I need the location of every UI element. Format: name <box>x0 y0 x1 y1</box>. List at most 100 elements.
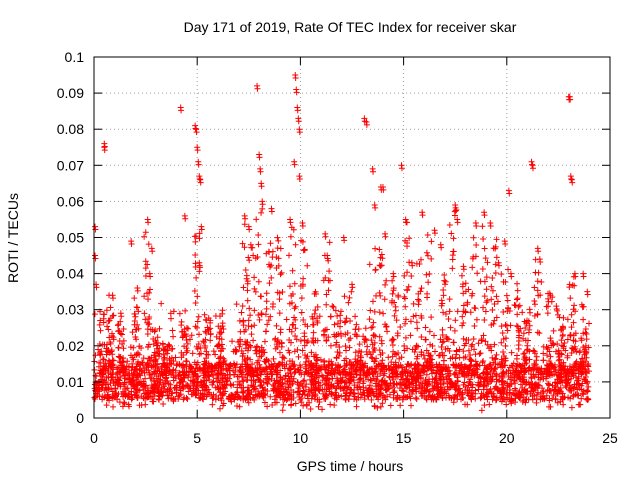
data-point <box>469 381 476 388</box>
data-point <box>201 370 208 377</box>
data-point <box>394 371 401 378</box>
data-point <box>379 357 386 364</box>
data-point <box>571 302 578 309</box>
data-point <box>508 273 515 280</box>
data-point <box>271 377 278 384</box>
data-point <box>227 361 234 368</box>
data-point <box>290 321 297 328</box>
data-point <box>460 335 467 342</box>
data-point <box>188 332 195 339</box>
data-point <box>386 383 393 390</box>
data-point <box>398 382 405 389</box>
data-point <box>383 323 390 330</box>
data-point <box>570 392 577 399</box>
data-point <box>103 402 110 409</box>
data-point <box>266 375 273 382</box>
data-point <box>173 384 180 391</box>
data-point <box>515 345 522 352</box>
data-point <box>381 296 388 303</box>
y-tick-label: 0.06 <box>57 193 84 209</box>
data-point <box>345 377 352 384</box>
data-point <box>149 395 156 402</box>
data-point <box>517 381 524 388</box>
data-point <box>378 365 385 372</box>
data-point <box>582 350 589 357</box>
data-point <box>176 379 183 386</box>
data-point <box>156 325 163 332</box>
data-point <box>92 387 99 394</box>
data-point <box>490 320 497 327</box>
data-point <box>119 403 126 410</box>
data-point <box>358 349 365 355</box>
data-point <box>124 385 131 392</box>
data-point <box>220 361 227 368</box>
data-point <box>288 401 295 408</box>
data-point <box>413 343 420 350</box>
data-point <box>197 394 204 401</box>
data-point <box>402 394 409 401</box>
data-point <box>554 399 561 406</box>
data-point <box>161 383 168 390</box>
data-point <box>186 336 193 343</box>
data-point <box>525 329 532 336</box>
data-point <box>440 292 447 299</box>
data-point <box>289 267 296 274</box>
data-point <box>367 376 374 383</box>
data-point <box>124 376 131 383</box>
data-point <box>287 391 294 398</box>
data-point <box>129 354 136 361</box>
data-point <box>484 366 491 373</box>
data-point <box>180 384 187 391</box>
data-point <box>228 398 235 405</box>
data-point <box>394 394 401 401</box>
data-point <box>327 391 334 398</box>
data-point <box>395 362 402 369</box>
data-point <box>142 229 149 236</box>
data-point <box>580 316 587 323</box>
data-point <box>338 378 345 385</box>
data-point <box>415 297 422 304</box>
data-point <box>558 342 565 349</box>
data-point <box>470 234 477 241</box>
data-point <box>547 403 554 410</box>
data-point <box>343 347 350 354</box>
data-point <box>120 345 127 352</box>
data-point <box>196 268 203 275</box>
data-point <box>522 325 529 332</box>
data-point <box>347 317 354 324</box>
data-point <box>393 351 400 358</box>
data-point <box>474 366 481 373</box>
data-point <box>197 378 204 385</box>
data-point <box>277 383 284 390</box>
data-point <box>368 324 375 331</box>
data-point <box>485 390 492 397</box>
data-point <box>166 367 173 374</box>
data-point <box>573 391 580 398</box>
data-point <box>368 337 375 344</box>
data-point <box>576 364 583 371</box>
data-point <box>439 339 446 346</box>
data-point <box>239 302 246 309</box>
data-point <box>212 351 219 358</box>
data-point <box>401 295 408 302</box>
data-point <box>493 314 500 321</box>
data-point <box>508 349 515 356</box>
data-point <box>540 357 547 364</box>
data-point <box>450 399 457 406</box>
data-point <box>309 321 316 328</box>
data-point <box>449 354 456 361</box>
data-point <box>492 355 499 362</box>
data-point <box>110 376 117 383</box>
data-point <box>322 391 329 398</box>
data-point <box>580 273 587 280</box>
data-point <box>540 350 547 357</box>
data-point <box>142 401 149 408</box>
data-point <box>483 286 490 293</box>
data-point <box>246 257 253 264</box>
data-point <box>145 219 152 226</box>
data-point <box>439 300 446 307</box>
data-point <box>120 326 127 333</box>
data-point <box>567 96 574 103</box>
data-point <box>331 371 338 378</box>
data-point <box>424 252 431 259</box>
